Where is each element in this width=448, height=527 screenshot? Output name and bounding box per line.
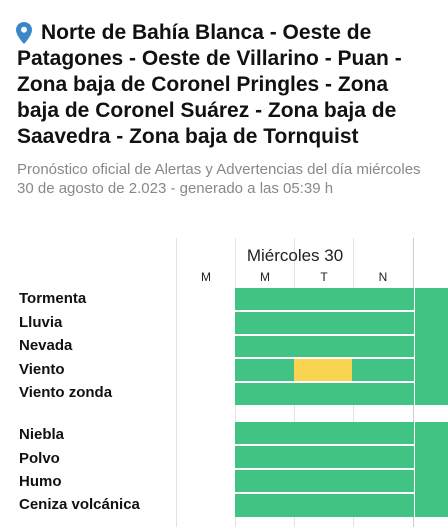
- slot-label: M: [201, 270, 211, 284]
- row-divider: [235, 310, 414, 312]
- alert-level-block: [235, 288, 414, 405]
- map-pin-icon: [16, 22, 32, 44]
- slot-label: T: [320, 270, 328, 284]
- next-day-column: [415, 422, 448, 517]
- row-label-ceniza-volcanica: Ceniza volcánica: [19, 496, 140, 513]
- row-label-polvo: Polvo: [19, 450, 60, 467]
- next-day-column: [415, 288, 448, 405]
- row-divider: [235, 334, 414, 336]
- day-header: Miércoles 30: [246, 246, 344, 265]
- page-title: Norte de Bahía Blanca - Oeste de Patagon…: [17, 21, 402, 148]
- slot-label: M: [260, 270, 270, 284]
- row-divider: [235, 381, 414, 383]
- row-divider: [235, 492, 414, 494]
- row-divider: [235, 357, 414, 359]
- row-label-lluvia: Lluvia: [19, 314, 63, 331]
- row-label-viento-zonda: Viento zonda: [19, 384, 113, 401]
- grid-line: [176, 238, 177, 527]
- row-divider: [235, 468, 414, 470]
- slot-label: N: [378, 270, 388, 284]
- header: Norte de Bahía Blanca - Oeste de Patagon…: [16, 20, 429, 150]
- forecast-subtitle: Pronóstico oficial de Alertas y Adverten…: [17, 161, 421, 197]
- row-label-nevada: Nevada: [19, 337, 73, 354]
- forecast-grid: Miércoles 30 M M T N Tormenta Lluvia Nev…: [0, 238, 448, 527]
- row-label-humo: Humo: [19, 473, 62, 490]
- alert-cell-viento-tarde: [294, 359, 352, 381]
- row-label-tormenta: Tormenta: [19, 290, 87, 307]
- row-divider: [235, 444, 414, 446]
- row-label-viento: Viento: [19, 361, 65, 378]
- row-label-niebla: Niebla: [19, 426, 65, 443]
